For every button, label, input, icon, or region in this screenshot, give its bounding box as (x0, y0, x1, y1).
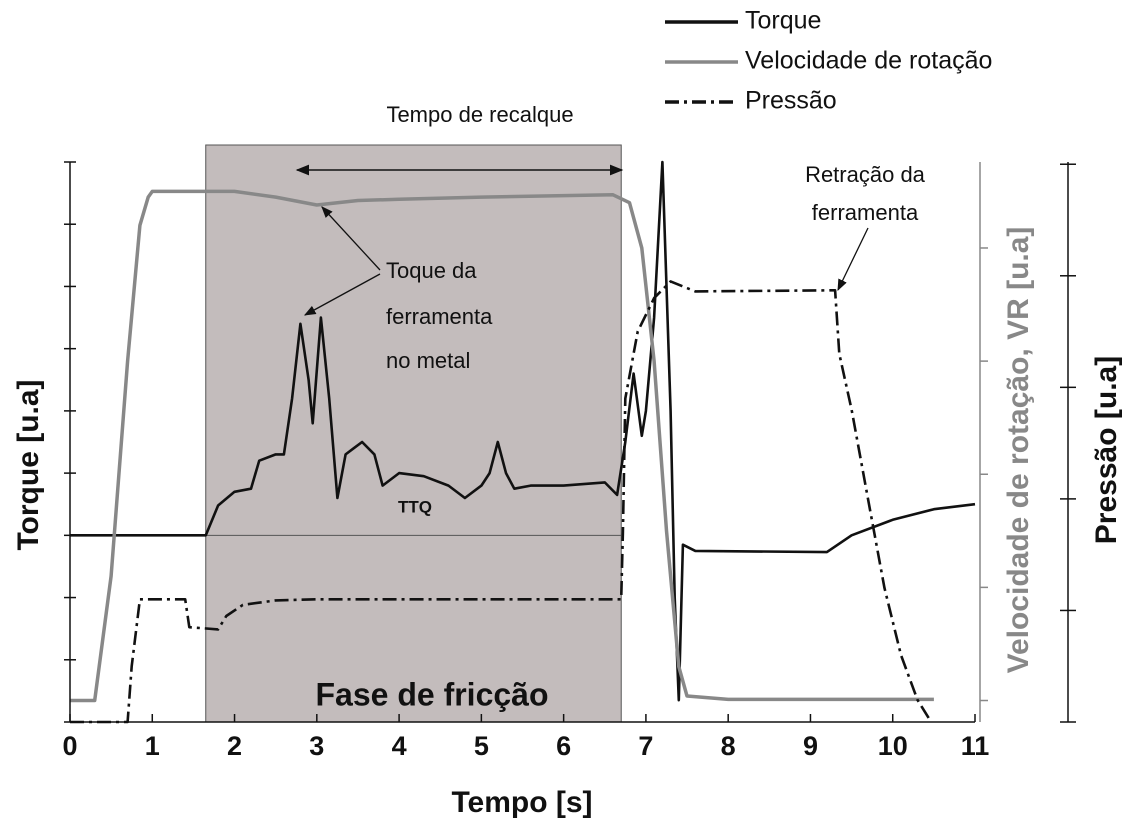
legend-label: Pressão (745, 87, 837, 115)
annotation: TTQ (398, 497, 432, 516)
legend-label: Torque (745, 7, 821, 35)
x-tick-label: 9 (803, 731, 818, 761)
arrow (303, 273, 381, 316)
annotation: Fase de fricção (316, 676, 549, 712)
x-axis-label: Tempo [s] (451, 786, 592, 819)
x-tick-label: 7 (638, 731, 653, 761)
annotation: Toque da ferramenta no metal (386, 258, 493, 373)
series-line (70, 160, 976, 702)
legend-label: Velocidade de rotação (745, 47, 992, 75)
x-tick-label: 0 (62, 731, 77, 761)
x-tick-label: 5 (474, 731, 489, 761)
shaded-region (205, 144, 622, 723)
y3-axis-label: Pressão [u.a] (1090, 356, 1123, 544)
x-tick-label: 3 (309, 731, 324, 761)
y-axis-label: Torque [u.a] (12, 379, 45, 550)
annotation: Tempo de recalque (386, 102, 573, 127)
arrow (321, 206, 381, 271)
arrow (837, 227, 869, 292)
x-tick-label: 8 (721, 731, 736, 761)
x-tick-label: 4 (392, 731, 407, 761)
series-line (70, 280, 931, 724)
series-line (70, 189, 934, 703)
annotation: Retração da ferramenta (805, 162, 926, 225)
x-tick-label: 11 (961, 731, 990, 761)
x-tick-label: 6 (556, 731, 571, 761)
x-tick-label: 10 (878, 731, 908, 761)
y2-axis-label: Velocidade de rotação, VR [u.a] (1002, 227, 1035, 674)
x-tick-label: 2 (227, 731, 242, 761)
x-tick-label: 1 (145, 731, 160, 761)
